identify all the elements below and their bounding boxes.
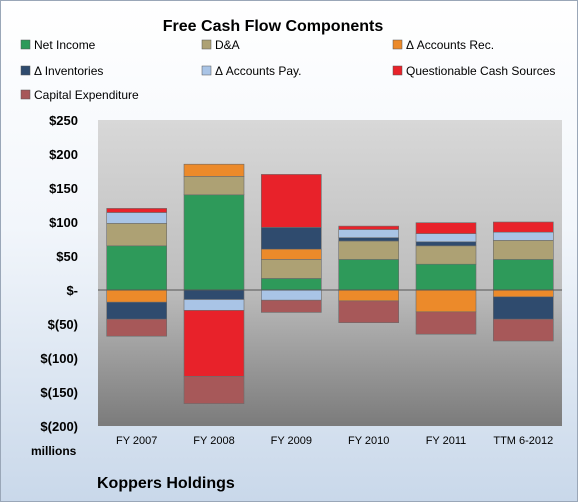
bar-segment	[106, 208, 167, 213]
y-tick-label: $100	[49, 215, 78, 230]
legend-label: Δ Inventories	[34, 64, 103, 78]
y-tick-label: $50	[56, 249, 78, 264]
legend-label: Δ Accounts Pay.	[215, 64, 302, 78]
y-tick-label: $200	[49, 147, 78, 162]
bar-segment	[106, 245, 167, 291]
bar-segment	[338, 229, 400, 238]
legend-label: Capital Expenditure	[34, 88, 139, 102]
bar-segment	[260, 259, 322, 279]
bar-segment	[106, 212, 167, 224]
bar-segment	[415, 289, 477, 313]
y-axis: $(200) $(150) $(100) $(50) $- $50 $100 $150 $200…	[40, 113, 78, 434]
legend-label: Net Income	[34, 38, 96, 52]
y-tick-label: $150	[49, 181, 78, 196]
y-tick-label: $(200)	[40, 419, 78, 434]
legend-label: D&A	[215, 38, 240, 52]
y-tick-label: $(50)	[48, 317, 78, 332]
legend-swatch	[201, 65, 212, 76]
bar-segment	[183, 376, 245, 404]
y-tick-label: $250	[49, 113, 78, 128]
bar-segment	[415, 311, 477, 335]
x-tick-label: FY 2011	[426, 435, 467, 447]
bar-segment	[415, 245, 477, 265]
bar-segment	[260, 248, 322, 260]
x-tick-label: TTM 6-2012	[493, 435, 553, 447]
legend-swatch	[201, 39, 212, 50]
bars	[98, 163, 562, 404]
bar-segment	[492, 318, 554, 342]
bar-segment	[492, 231, 554, 241]
y-unit-label: millions	[31, 444, 77, 458]
legend: Net Income D&A Δ Accounts Rec. Δ Inventorie…	[20, 38, 555, 102]
bar-segment	[415, 263, 477, 291]
bar-segment	[338, 300, 400, 323]
bar-segment	[415, 222, 477, 234]
x-tick-label: FY 2007	[116, 435, 157, 447]
bar-segment	[183, 163, 245, 177]
bar-segment	[106, 223, 167, 247]
bar-segment	[260, 227, 322, 250]
x-tick-label: FY 2010	[348, 435, 389, 447]
bar-segment	[260, 289, 322, 301]
bar-segment	[338, 289, 400, 302]
bar-segment	[106, 289, 167, 303]
bar-segment	[338, 259, 400, 291]
y-tick-label: $(150)	[40, 385, 78, 400]
bar-segment	[183, 310, 245, 377]
y-tick-label: $-	[66, 283, 78, 298]
bar-segment	[415, 241, 477, 247]
legend-swatch	[20, 65, 31, 76]
legend-label: Questionable Cash Sources	[406, 64, 555, 78]
legend-swatch	[20, 39, 31, 50]
bar-segment	[415, 233, 477, 243]
bar-segment	[338, 237, 400, 242]
bar-segment	[492, 221, 554, 233]
bar-segment	[492, 240, 554, 260]
legend-label: Δ Accounts Rec.	[406, 38, 494, 52]
bar-segment	[492, 259, 554, 291]
bar-segment	[183, 289, 245, 300]
bar-segment	[338, 240, 400, 260]
bar-segment	[260, 299, 322, 313]
bar-segment	[260, 278, 322, 291]
y-tick-label: $(100)	[40, 351, 78, 366]
plot-area	[98, 120, 562, 426]
legend-swatch	[392, 65, 403, 76]
x-axis: FY 2007 FY 2008 FY 2009 FY 2010 FY 2011 TTM 6…	[116, 435, 553, 447]
bar-segment	[183, 299, 245, 311]
bar-segment	[492, 289, 554, 298]
bar-segment	[183, 176, 245, 196]
chart-title: Free Cash Flow Components	[163, 18, 384, 35]
bar-segment	[492, 296, 554, 320]
bar-segment	[338, 225, 400, 230]
bar-segment	[106, 318, 167, 337]
x-tick-label: FY 2009	[271, 435, 312, 447]
company-name: Koppers Holdings	[97, 475, 235, 492]
legend-swatch	[392, 39, 403, 50]
bar-segment	[106, 301, 167, 320]
bar-segment	[260, 174, 322, 228]
legend-swatch	[20, 89, 31, 100]
x-tick-label: FY 2008	[193, 435, 234, 447]
bar-segment	[183, 194, 245, 291]
